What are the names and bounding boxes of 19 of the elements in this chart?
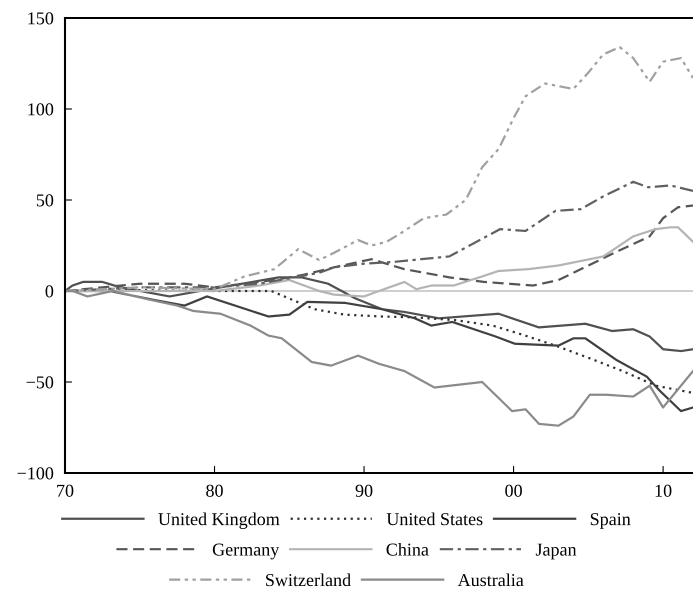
legend-label: Australia bbox=[458, 573, 524, 586]
y-tick-label: −50 bbox=[26, 376, 54, 388]
y-tick-label: 0 bbox=[46, 285, 54, 298]
legend-label: United Kingdom bbox=[158, 512, 280, 529]
legend-label: Germany bbox=[212, 544, 280, 560]
x-tick-label: 10 bbox=[656, 484, 672, 497]
y-tick-label: −100 bbox=[18, 467, 54, 480]
y-tick-label: 150 bbox=[28, 12, 54, 24]
x-tick-label: 90 bbox=[356, 484, 372, 497]
x-tick-label: 00 bbox=[505, 484, 522, 497]
legend-label: Spain bbox=[590, 513, 630, 529]
legend-label: Switzerland bbox=[266, 573, 351, 586]
x-tick-label: 70 bbox=[57, 484, 74, 497]
y-tick-label: 50 bbox=[36, 194, 54, 206]
y-tick-label: 100 bbox=[28, 103, 54, 116]
legend-label: Japan bbox=[536, 544, 576, 560]
x-tick-label: 80 bbox=[206, 484, 223, 497]
legend-label: United States bbox=[386, 512, 482, 526]
legend-label: China bbox=[386, 542, 429, 556]
